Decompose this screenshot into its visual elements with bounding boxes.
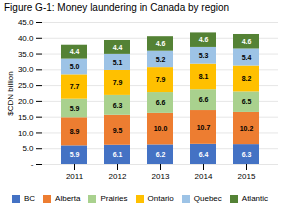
svg-text:6.2: 6.2 — [156, 151, 166, 158]
svg-text:9.5: 9.5 — [113, 127, 123, 134]
svg-text:5.3: 5.3 — [199, 52, 209, 59]
svg-text:6.1: 6.1 — [113, 151, 123, 158]
svg-text:6.6: 6.6 — [156, 99, 166, 106]
svg-text:10.0: 10.0 — [154, 125, 168, 132]
svg-text:5.4: 5.4 — [242, 54, 252, 61]
html-text:Quebec: Quebec — [193, 194, 222, 203]
html-text:Alberta: Alberta — [55, 194, 81, 203]
svg-text:40.0: 40.0 — [18, 34, 34, 43]
svg-text:2015: 2015 — [238, 172, 256, 181]
svg-text:8.1: 8.1 — [199, 73, 209, 80]
svg-text:4.6: 4.6 — [156, 40, 166, 47]
svg-text:35.0: 35.0 — [18, 50, 34, 59]
svg-text:8.9: 8.9 — [70, 128, 80, 135]
svg-text:6.3: 6.3 — [113, 102, 123, 109]
svg-text:2011: 2011 — [66, 172, 84, 181]
html-text:Ontario: Ontario — [147, 194, 174, 203]
svg-text:5.9: 5.9 — [70, 151, 80, 158]
svg-text:4.4: 4.4 — [70, 48, 80, 55]
svg-text:45.0: 45.0 — [18, 18, 34, 27]
svg-text:6.4: 6.4 — [199, 151, 209, 158]
svg-text:8.2: 8.2 — [242, 75, 252, 82]
svg-text:5.0: 5.0 — [22, 144, 34, 153]
svg-text:6.3: 6.3 — [242, 151, 252, 158]
html-text:Figure G-1: Money laundering i: Figure G-1: Money laundering in Canada b… — [4, 2, 230, 13]
svg-text:5.2: 5.2 — [156, 56, 166, 63]
svg-text:6.5: 6.5 — [242, 98, 252, 105]
svg-text:7.9: 7.9 — [156, 76, 166, 83]
svg-text:10.7: 10.7 — [197, 124, 211, 131]
svg-text:15.0: 15.0 — [18, 113, 34, 122]
svg-text:4.4: 4.4 — [113, 44, 123, 51]
svg-text:10.0: 10.0 — [18, 129, 34, 138]
svg-text:10.2: 10.2 — [240, 125, 254, 132]
svg-text:20.0: 20.0 — [18, 97, 34, 106]
svg-text:25.0: 25.0 — [18, 81, 34, 90]
svg-text:-: - — [31, 160, 34, 169]
svg-text:5.0: 5.0 — [70, 63, 80, 70]
html-text:BC: BC — [23, 194, 36, 203]
svg-text:2013: 2013 — [152, 172, 170, 181]
svg-text:$CDN billion: $CDN billion — [6, 71, 15, 115]
svg-text:30.0: 30.0 — [18, 65, 34, 74]
svg-text:2012: 2012 — [109, 172, 127, 181]
html-text:Prairies: Prairies — [100, 194, 128, 203]
svg-text:5.9: 5.9 — [70, 105, 80, 112]
html-text:Atlantic: Atlantic — [241, 194, 268, 203]
svg-text:2014: 2014 — [195, 172, 213, 181]
svg-text:4.6: 4.6 — [199, 36, 209, 43]
svg-text:6.6: 6.6 — [199, 96, 209, 103]
svg-text:5.1: 5.1 — [113, 59, 123, 66]
svg-text:4.6: 4.6 — [242, 38, 252, 45]
svg-text:7.7: 7.7 — [70, 83, 80, 90]
svg-text:7.9: 7.9 — [113, 79, 123, 86]
